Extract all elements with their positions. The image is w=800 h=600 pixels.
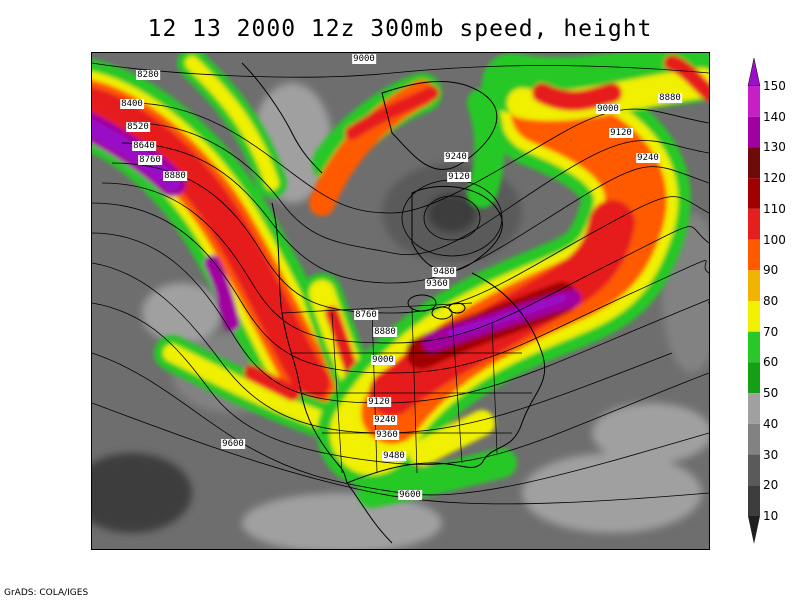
height-label: 9600: [221, 439, 245, 449]
height-label: 9600: [398, 490, 422, 500]
colorbar-segment: [748, 362, 760, 394]
height-label: 8640: [132, 141, 156, 151]
colorbar-bottom-cap: [748, 516, 760, 544]
height-label: 9360: [425, 279, 449, 289]
chart-title: 12 13 2000 12z 300mb speed, height: [147, 16, 653, 42]
colorbar-tick-label: 90: [763, 263, 779, 278]
colorbar-segment: [748, 454, 760, 486]
height-label: 9480: [432, 267, 456, 277]
height-label: 9000: [596, 104, 620, 114]
colorbar-segment: [748, 393, 760, 424]
height-label: 9000: [371, 355, 395, 365]
height-label: 8880: [658, 93, 682, 103]
colorbar-top-cap: [747, 58, 761, 87]
colorbar-segment: [748, 270, 760, 301]
credit-text: GrADS: COLA/IGES: [4, 588, 89, 598]
height-label: 9240: [636, 153, 660, 163]
height-label: 9120: [447, 172, 471, 182]
height-label: 9360: [375, 430, 399, 440]
height-label: 9120: [609, 128, 633, 138]
height-label: 9240: [373, 415, 397, 425]
colorbar-tick-label: 140: [763, 109, 786, 124]
political-borders: [281, 302, 532, 474]
height-label: 8880: [163, 171, 187, 181]
colorbar-tick-label: 50: [763, 386, 779, 401]
height-label: 8760: [138, 155, 162, 165]
colorbar-segment: [748, 423, 760, 455]
colorbar-segment: [748, 239, 760, 271]
height-label: 9000: [352, 54, 376, 64]
colorbar-segment: [748, 178, 760, 209]
colorbar-tick-label: 130: [763, 140, 786, 155]
colorbar-tick-label: 120: [763, 171, 786, 186]
height-label: 8400: [120, 99, 144, 109]
height-label: 8280: [136, 70, 160, 80]
colorbar-tick-label: 10: [763, 509, 779, 523]
colorbar-tick-label: 30: [763, 447, 779, 462]
height-label: 8520: [126, 122, 150, 132]
height-label: 8880: [373, 327, 397, 337]
height-contours: [92, 62, 709, 505]
colorbar-segment: [748, 86, 760, 117]
colorbar-segment: [748, 301, 760, 332]
colorbar-tick-label: 100: [763, 232, 786, 247]
map-panel: 8280 8400 8520 8640 8760 8880 9000 9240 …: [91, 52, 710, 550]
colorbar-tick-label: 150: [763, 79, 786, 93]
height-label: 9120: [367, 397, 391, 407]
colorbar-segment: [748, 116, 760, 148]
colorbar-segment: [748, 208, 760, 240]
colorbar-tick-label: 80: [763, 294, 779, 308]
colorbar-tick-label: 60: [763, 355, 779, 370]
colorbar-tick-label: 40: [763, 416, 779, 431]
colorbar-segment: [748, 331, 760, 363]
speed-colorbar: [747, 58, 761, 544]
colorbar-tick-label: 110: [763, 201, 786, 216]
colorbar-segment: [748, 147, 760, 179]
height-label: 9480: [382, 451, 406, 461]
coastlines: [241, 62, 546, 544]
height-label: 9240: [444, 152, 468, 162]
colorbar-tick-label: 70: [763, 324, 779, 339]
height-label: 8760: [354, 310, 378, 320]
colorbar-segment: [748, 485, 760, 516]
colorbar-tick-label: 20: [763, 478, 779, 493]
